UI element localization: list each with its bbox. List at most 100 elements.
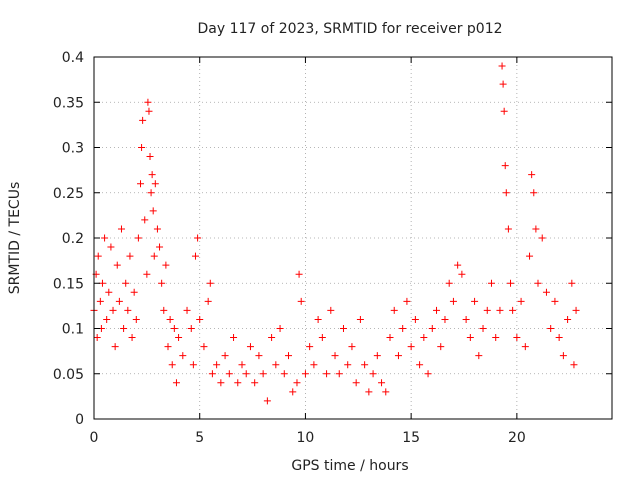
data-point [513, 334, 521, 342]
data-point [572, 306, 580, 314]
data-point [555, 334, 563, 342]
data-point [327, 306, 335, 314]
data-point [191, 252, 199, 260]
data-point [189, 361, 197, 369]
data-point [139, 116, 147, 124]
data-point [348, 343, 356, 351]
data-point [289, 388, 297, 396]
data-point [403, 297, 411, 305]
data-point [272, 361, 280, 369]
data-point [221, 352, 229, 360]
data-point [331, 352, 339, 360]
data-point [449, 297, 457, 305]
data-point [293, 379, 301, 387]
data-point [301, 370, 309, 378]
x-axis-label: GPS time / hours [291, 458, 408, 474]
data-point [295, 270, 303, 278]
data-point [526, 252, 534, 260]
data-point [144, 98, 152, 106]
data-point [148, 171, 156, 179]
data-point [504, 225, 512, 233]
data-point [559, 352, 567, 360]
data-point [115, 297, 123, 305]
data-point [487, 279, 495, 287]
data-point [542, 288, 550, 296]
data-point [183, 306, 191, 314]
data-point [120, 325, 128, 332]
data-point [147, 189, 155, 197]
data-point [138, 144, 146, 151]
data-point [378, 379, 386, 387]
data-point [168, 361, 176, 369]
x-tick-label: 15 [402, 430, 420, 446]
x-tick-label: 0 [90, 430, 99, 446]
data-point [200, 343, 208, 351]
data-point [107, 243, 115, 251]
data-point [151, 180, 159, 188]
y-tick-label: 0.2 [62, 231, 84, 247]
data-point [428, 325, 436, 332]
data-point [122, 279, 130, 287]
x-tick-label: 5 [195, 430, 204, 446]
data-point [475, 352, 483, 360]
data-point [373, 352, 381, 360]
data-point [306, 343, 314, 351]
data-point [369, 370, 377, 378]
y-tick-label: 0.4 [62, 50, 84, 66]
data-point [551, 297, 559, 305]
data-point [143, 270, 151, 278]
y-tick-label: 0.1 [62, 322, 84, 338]
data-point [339, 325, 347, 332]
data-point [507, 279, 515, 287]
data-point [145, 107, 153, 115]
data-point [479, 325, 487, 332]
data-point [318, 334, 326, 342]
data-point [230, 334, 238, 342]
data-point [530, 189, 538, 197]
data-point [94, 252, 102, 260]
data-point [246, 343, 254, 351]
data-point [109, 306, 117, 314]
data-point [528, 171, 536, 179]
data-point [310, 361, 318, 369]
data-point [407, 343, 415, 351]
y-tick-label: 0 [75, 412, 84, 428]
data-point [160, 306, 168, 314]
x-tick-label: 20 [508, 430, 526, 446]
data-point [234, 379, 242, 387]
data-point [492, 334, 500, 342]
data-point [344, 361, 352, 369]
x-axis-ticks: 0 5 10 15 20 [90, 57, 526, 446]
data-point [164, 343, 172, 351]
data-point [96, 297, 104, 305]
data-point [146, 153, 154, 161]
data-point [263, 397, 271, 405]
data-point [149, 207, 157, 215]
data-point [158, 279, 166, 287]
data-point [462, 315, 470, 323]
chart-title: Day 117 of 2023, SRMTID for receiver p01… [197, 21, 502, 37]
data-point [276, 325, 284, 332]
data-point [196, 315, 204, 323]
data-point [517, 297, 525, 305]
data-point [471, 297, 479, 305]
data-point [111, 343, 119, 351]
data-point [483, 306, 491, 314]
data-point [280, 370, 288, 378]
data-point [141, 216, 149, 224]
data-point [335, 370, 343, 378]
data-point [166, 315, 174, 323]
data-point [213, 361, 221, 369]
data-point [134, 234, 142, 242]
data-point [445, 279, 453, 287]
data-point [137, 180, 145, 188]
data-point [499, 80, 507, 88]
data-point [441, 315, 449, 323]
data-point [179, 352, 187, 360]
data-point [570, 361, 578, 369]
data-point [242, 370, 250, 378]
data-point [238, 361, 246, 369]
data-point [204, 297, 212, 305]
data-point [251, 379, 259, 387]
